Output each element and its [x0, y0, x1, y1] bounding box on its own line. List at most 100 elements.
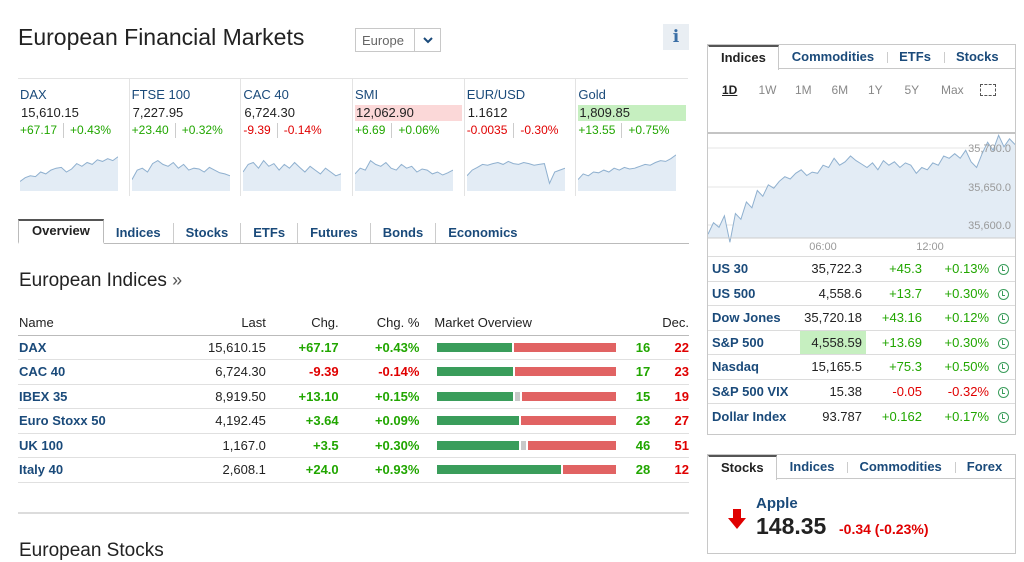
quote-change: +67.17 +0.43%	[20, 123, 127, 138]
quote-name[interactable]: DAX	[20, 87, 47, 102]
quote-name[interactable]: FTSE 100	[131, 87, 191, 102]
tab-futures[interactable]: Futures	[297, 223, 370, 243]
index-chg: +3.64	[265, 408, 339, 434]
quote-card[interactable]: FTSE 100 7,227.95 +23.40 +0.32%	[130, 79, 242, 196]
instrument-name[interactable]: Nasdaq	[708, 354, 800, 379]
y-tick-label: 35,600.0	[968, 220, 1011, 232]
section-title-stocks[interactable]: European Stocks	[19, 540, 164, 561]
info-icon[interactable]: ℹ	[663, 24, 689, 50]
quote-card[interactable]: DAX 15,610.15 +67.17 +0.43%	[18, 79, 130, 196]
instrument-name[interactable]: Dollar Index	[708, 403, 800, 428]
list-item[interactable]: S&P 500 4,558.59 +13.69 +0.30%	[708, 329, 1015, 355]
quote-card[interactable]: Gold 1,809.85 +13.55 +0.75%	[576, 79, 688, 196]
table-row[interactable]: IBEX 35 8,919.50 +13.10 +0.15% 15 19	[18, 384, 689, 409]
clock-icon	[997, 362, 1009, 374]
w2-tab-stocks[interactable]: Stocks	[708, 455, 777, 480]
quote-name[interactable]: Gold	[578, 87, 606, 102]
range-6m[interactable]: 6M	[831, 83, 849, 97]
decliners-segment	[563, 465, 617, 475]
quote-card[interactable]: EUR/USD 1.1612 -0.0035 -0.30%	[465, 79, 577, 196]
tab-economics[interactable]: Economics	[435, 223, 529, 243]
quote-last: 1,809.85	[578, 105, 687, 121]
tab-separator	[887, 52, 889, 63]
decliners-segment	[513, 342, 617, 352]
sparkline-line	[20, 156, 118, 182]
range-5y[interactable]: 5Y	[904, 83, 920, 97]
tab-label: Commodities	[791, 49, 875, 64]
list-item[interactable]: Dollar Index 93.787 +0.162 +0.17%	[708, 403, 1015, 428]
top-stock-widget: Stocks Indices Commodities Forex Apple 148.…	[707, 454, 1016, 554]
w2-tab-commodities[interactable]: Commodities	[846, 455, 953, 478]
index-last: 1,167.0	[167, 433, 266, 458]
clock-icon	[997, 386, 1009, 398]
list-item[interactable]: Dow Jones 35,720.18 +43.16 +0.12%	[708, 305, 1015, 330]
section-title-indices[interactable]: European Indices »	[19, 270, 182, 292]
w2-tab-indices[interactable]: Indices	[777, 455, 847, 478]
range-max[interactable]: Max	[941, 83, 964, 97]
quote-card[interactable]: SMI 12,062.90 +6.69 +0.06%	[353, 79, 465, 196]
range-1d[interactable]: 1D	[722, 83, 738, 97]
index-name[interactable]: CAC 40	[18, 359, 168, 385]
index-name[interactable]: DAX	[18, 335, 168, 360]
market-status-cell	[991, 329, 1015, 355]
instrument-chg: +0.162	[866, 403, 926, 428]
w1-tab-commodities[interactable]: Commodities	[779, 45, 886, 68]
index-name[interactable]: UK 100	[18, 433, 168, 458]
tab-overview[interactable]: Overview	[18, 219, 104, 244]
quote-name[interactable]: CAC 40	[243, 87, 289, 102]
range-1m[interactable]: 1M	[795, 83, 812, 97]
table-row[interactable]: Euro Stoxx 50 4,192.45 +3.64 +0.09% 23 27	[18, 408, 689, 434]
instrument-chg-pct: +0.13%	[926, 256, 991, 281]
col-name: Name	[18, 311, 168, 336]
quote-last: 7,227.95	[132, 105, 184, 120]
w1-tab-stocks[interactable]: Stocks	[943, 45, 1011, 68]
list-item[interactable]: Nasdaq 15,165.5 +75.3 +0.50%	[708, 354, 1015, 379]
range-selector: 1D 1W 1M 6M 1Y 5Y Max	[708, 69, 1015, 111]
w1-tab-indices[interactable]: Indices	[708, 45, 779, 70]
section-title-text[interactable]: European Indices	[19, 270, 167, 291]
index-name[interactable]: Euro Stoxx 50	[18, 408, 168, 434]
decliners-segment	[520, 416, 617, 426]
chevron-down-icon[interactable]	[414, 29, 440, 51]
instrument-last: 93.787	[800, 403, 866, 428]
instrument-name[interactable]: S&P 500	[708, 329, 800, 355]
w1-tab-etfs[interactable]: ETFs	[886, 45, 943, 68]
market-overview-cell	[419, 384, 617, 409]
chevron-right-icon[interactable]: »	[172, 270, 183, 290]
tab-stocks[interactable]: Stocks	[172, 223, 241, 243]
market-status-cell	[991, 354, 1015, 379]
fullscreen-icon[interactable]	[979, 84, 996, 96]
quote-pct: +0.06%	[398, 123, 440, 137]
list-item[interactable]: US 500 4,558.6 +13.7 +0.30%	[708, 280, 1015, 306]
tab-bonds[interactable]: Bonds	[369, 223, 435, 243]
table-row[interactable]: DAX 15,610.15 +67.17 +0.43% 16 22	[18, 335, 689, 360]
range-1y[interactable]: 1Y	[868, 83, 883, 97]
list-item[interactable]: S&P 500 VIX 15.38 -0.05 -0.32%	[708, 378, 1015, 404]
range-1w[interactable]: 1W	[758, 83, 777, 97]
quote-name[interactable]: EUR/USD	[466, 87, 526, 102]
quote-name[interactable]: SMI	[355, 87, 379, 102]
index-name[interactable]: IBEX 35	[18, 384, 168, 409]
quote-card[interactable]: CAC 40 6,724.30 -9.39 -0.14%	[241, 79, 354, 196]
chart-line	[708, 134, 1015, 243]
table-row[interactable]: UK 100 1,167.0 +3.5 +0.30% 46 51	[18, 433, 689, 458]
instrument-name[interactable]: Dow Jones	[708, 305, 800, 330]
market-overview-cell	[419, 359, 617, 385]
instrument-name[interactable]: US 30	[708, 256, 800, 281]
list-item[interactable]: US 30 35,722.3 +45.3 +0.13%	[708, 256, 1015, 281]
table-row[interactable]: Italy 40 2,608.1 +24.0 +0.93% 28 12	[18, 457, 689, 483]
instrument-name[interactable]: US 500	[708, 280, 800, 306]
index-name[interactable]: Italy 40	[18, 457, 168, 483]
advance-decline-bar	[437, 465, 617, 475]
sparkline-area	[243, 160, 342, 191]
tab-etfs[interactable]: ETFs	[240, 223, 297, 243]
instrument-name[interactable]: S&P 500 VIX	[708, 378, 800, 404]
region-select[interactable]: Europe	[355, 28, 441, 52]
index-chg: -9.39	[265, 359, 339, 385]
w2-tab-forex[interactable]: Forex	[954, 455, 1014, 478]
intraday-chart: 35,700.0 35,650.0 35,600.0 06:00 12:00	[708, 132, 1015, 253]
stock-name[interactable]: Apple	[756, 495, 798, 512]
tab-indices[interactable]: Indices	[115, 225, 161, 240]
sparkline-area	[355, 160, 454, 191]
table-row[interactable]: CAC 40 6,724.30 -9.39 -0.14% 17 23	[18, 359, 689, 385]
